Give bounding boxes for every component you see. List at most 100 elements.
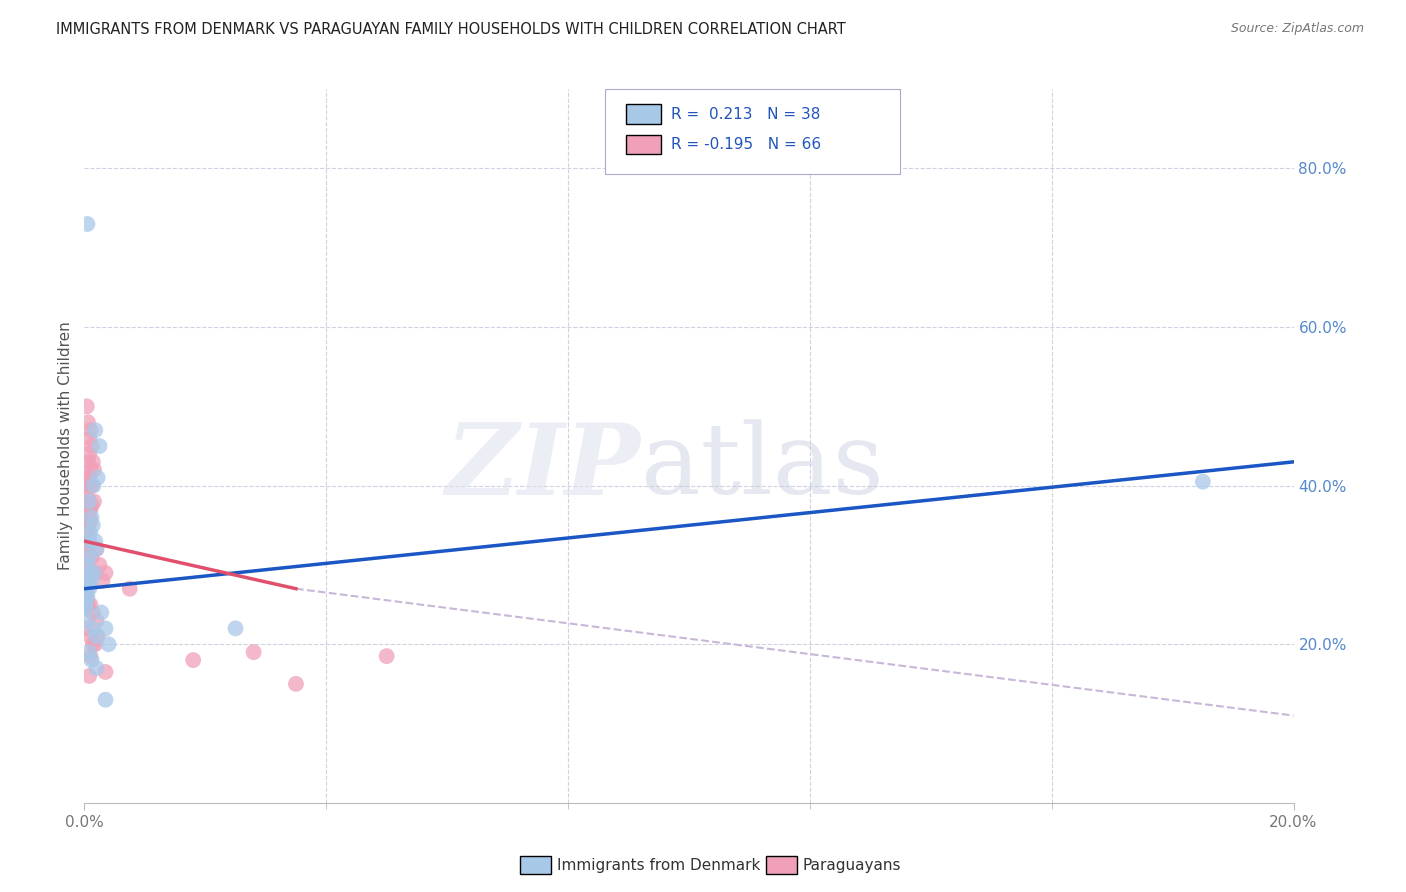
Point: [80, 499, 103, 513]
Point: [77, 534, 100, 549]
Point: [80, 478, 103, 492]
Point: [225, 621, 247, 635]
Point: [89, 558, 111, 572]
Text: Source: ZipAtlas.com: Source: ZipAtlas.com: [1230, 22, 1364, 36]
Point: [375, 649, 398, 664]
Point: [77, 447, 100, 461]
Point: [83, 494, 105, 508]
Point: [82, 518, 104, 533]
Point: [242, 645, 264, 659]
Point: [75, 526, 97, 541]
Point: [79, 502, 101, 516]
Point: [75, 614, 97, 628]
Point: [76, 558, 98, 572]
Point: [80, 549, 103, 564]
Text: IMMIGRANTS FROM DENMARK VS PARAGUAYAN FAMILY HOUSEHOLDS WITH CHILDREN CORRELATIO: IMMIGRANTS FROM DENMARK VS PARAGUAYAN FA…: [56, 22, 846, 37]
Point: [77, 431, 100, 445]
Point: [77, 526, 100, 541]
Point: [94, 665, 117, 679]
Point: [86, 542, 108, 557]
Point: [82, 606, 104, 620]
Point: [94, 621, 117, 635]
Point: [76, 471, 98, 485]
Point: [76, 558, 98, 572]
Point: [77, 510, 100, 524]
Point: [79, 514, 101, 528]
Point: [84, 534, 107, 549]
Point: [77, 645, 100, 659]
Point: [83, 463, 105, 477]
Point: [73, 598, 96, 612]
Text: Immigrants from Denmark: Immigrants from Denmark: [557, 858, 761, 872]
Point: [84, 566, 107, 580]
Point: [75, 554, 97, 568]
Text: ZIP: ZIP: [446, 419, 641, 516]
Point: [77, 669, 100, 683]
Point: [79, 629, 101, 643]
Point: [77, 574, 100, 588]
Point: [77, 582, 100, 596]
Point: [79, 478, 101, 492]
Point: [1192, 475, 1215, 489]
Point: [77, 546, 100, 560]
Point: [75, 494, 97, 508]
Point: [86, 542, 108, 557]
Point: [285, 677, 308, 691]
Point: [83, 566, 105, 580]
Point: [89, 439, 111, 453]
Point: [75, 510, 97, 524]
Point: [80, 439, 103, 453]
Point: [86, 661, 108, 675]
Point: [79, 566, 101, 580]
Point: [76, 507, 98, 521]
Point: [86, 629, 108, 643]
Point: [82, 455, 104, 469]
Point: [77, 549, 100, 564]
Y-axis label: Family Households with Children: Family Households with Children: [58, 322, 73, 570]
Point: [76, 491, 98, 505]
Point: [181, 653, 204, 667]
Point: [77, 598, 100, 612]
Point: [80, 574, 103, 588]
Point: [76, 542, 98, 557]
Point: [75, 621, 97, 635]
Point: [94, 692, 117, 706]
Point: [77, 478, 100, 492]
Point: [97, 637, 120, 651]
Point: [80, 510, 103, 524]
Point: [79, 598, 101, 612]
Point: [75, 601, 97, 615]
Point: [77, 455, 100, 469]
Point: [90, 606, 112, 620]
Point: [75, 578, 97, 592]
Point: [82, 621, 104, 635]
Point: [79, 526, 101, 541]
Point: [76, 217, 98, 231]
Point: [82, 478, 104, 492]
Point: [75, 538, 97, 552]
Point: [76, 582, 98, 596]
Point: [76, 590, 98, 604]
Point: [118, 582, 141, 596]
Point: [84, 637, 107, 651]
Point: [76, 593, 98, 607]
Point: [79, 649, 101, 664]
Point: [76, 530, 98, 544]
Point: [77, 502, 100, 516]
Point: [77, 534, 100, 549]
Point: [79, 463, 101, 477]
Text: Paraguayans: Paraguayans: [803, 858, 901, 872]
Text: R = -0.195   N = 66: R = -0.195 N = 66: [671, 137, 821, 152]
Point: [75, 590, 97, 604]
Point: [80, 653, 103, 667]
Text: atlas: atlas: [641, 419, 883, 516]
Point: [76, 570, 98, 584]
Point: [77, 518, 100, 533]
Point: [77, 471, 100, 485]
Point: [75, 590, 97, 604]
Point: [79, 423, 101, 437]
Text: R =  0.213   N = 38: R = 0.213 N = 38: [671, 107, 820, 121]
Point: [84, 423, 107, 437]
Point: [77, 494, 100, 508]
Point: [75, 566, 97, 580]
